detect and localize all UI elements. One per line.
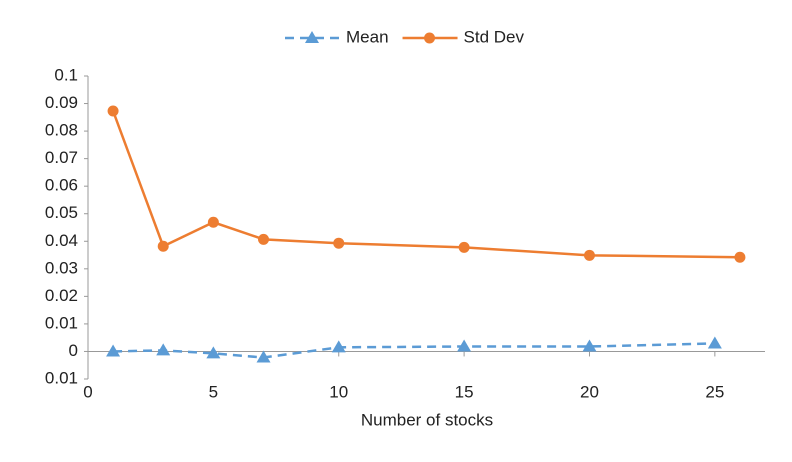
marker [107, 105, 119, 117]
marker [157, 240, 169, 252]
y-tick-label: 0.09 [45, 93, 78, 112]
marker [106, 344, 121, 357]
marker [207, 216, 219, 228]
x-tick-label: 0 [83, 382, 92, 401]
y-tick-label: 0.07 [45, 148, 78, 167]
legend-label: Std Dev [464, 27, 525, 46]
legend-marker [424, 32, 436, 44]
x-tick-label: 5 [209, 382, 218, 401]
marker [583, 249, 595, 261]
marker [256, 350, 271, 363]
marker [333, 237, 345, 249]
y-tick-label: 0.03 [45, 258, 78, 277]
y-tick-label: 0 [69, 341, 78, 360]
marker [582, 339, 597, 352]
marker [458, 241, 470, 253]
marker [156, 343, 171, 356]
y-tick-label: 0.08 [45, 121, 78, 140]
y-tick-label: 0.01 [45, 368, 78, 387]
series-line [111, 110, 740, 259]
marker [457, 339, 472, 352]
x-tick-label: 10 [329, 382, 348, 401]
series-line [113, 342, 715, 359]
marker [258, 233, 270, 245]
marker [734, 251, 746, 263]
legend-label: Mean [346, 27, 389, 46]
y-tick-label: 0.04 [45, 231, 78, 250]
x-tick-label: 15 [455, 382, 474, 401]
y-tick-label: 0.06 [45, 176, 78, 195]
marker [206, 346, 221, 359]
y-tick-label: 0.02 [45, 286, 78, 305]
x-axis-title: Number of stocks [361, 410, 493, 429]
y-tick-label: 0.05 [45, 203, 78, 222]
marker [331, 340, 346, 353]
legend-marker [305, 31, 319, 43]
y-tick-label: 0.01 [45, 313, 78, 332]
x-tick-label: 20 [580, 382, 599, 401]
y-tick-label: 0.1 [54, 65, 78, 84]
marker [707, 336, 722, 349]
x-tick-label: 25 [705, 382, 724, 401]
